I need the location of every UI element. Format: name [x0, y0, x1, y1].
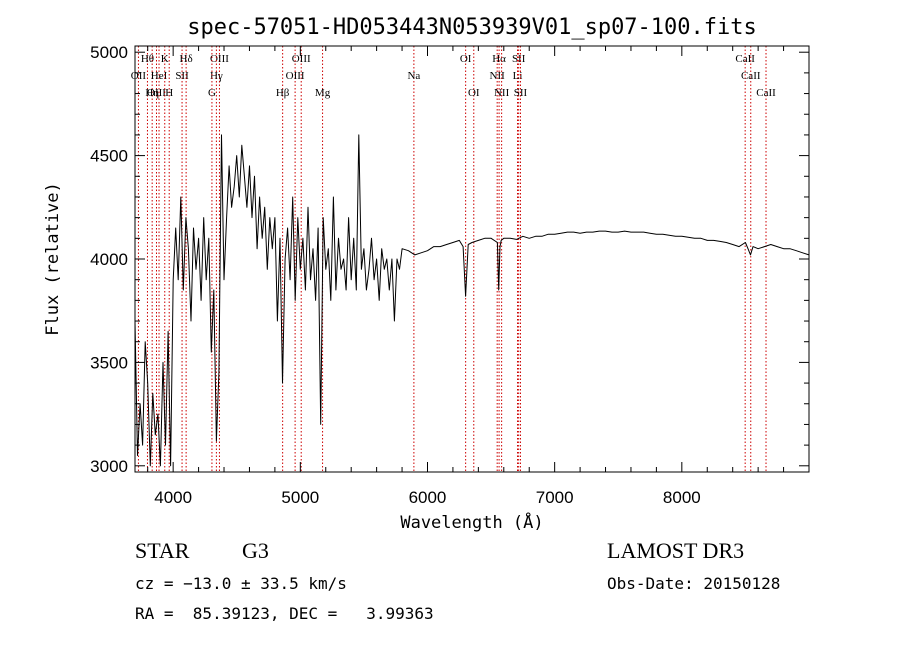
line-label-0: Hθ — [141, 53, 154, 65]
spectrum-line — [134, 134, 810, 467]
line-label-11: G — [208, 87, 216, 99]
x-axis: 4000 5000 6000 7000 8000 — [147, 46, 785, 507]
line-label-26: CaII — [741, 70, 761, 82]
line-label-25: CaII — [735, 53, 755, 65]
line-label-9: OIII — [210, 53, 229, 65]
survey-name: LAMOST DR3 — [607, 538, 745, 563]
line-label-13: OIII — [292, 53, 311, 65]
line-label-24: SII — [514, 87, 528, 99]
line-label-17: OI — [460, 53, 472, 65]
object-class: STAR — [135, 538, 190, 563]
line-label-16: Na — [407, 70, 420, 82]
y-tick-label-3000: 3000 — [90, 457, 128, 476]
line-label-22: SII — [512, 53, 526, 65]
line-label-14: OIII — [286, 70, 305, 82]
y-tick-label-3500: 3500 — [90, 353, 128, 372]
line-label-10: Hγ — [210, 70, 223, 82]
x-tick-label-7000: 7000 — [536, 488, 574, 507]
line-label-15: Mg — [315, 87, 331, 99]
line-label-1: OII — [131, 70, 147, 82]
plot-frame — [134, 45, 810, 473]
line-label-7: SII — [175, 70, 189, 82]
line-label-4: HeI — [151, 70, 168, 82]
line-label-18: OI — [468, 87, 480, 99]
x-tick-label-4000: 4000 — [154, 488, 192, 507]
line-label-8: Hδ — [180, 53, 193, 65]
chart-title: spec-57051-HD053443N053939V01_sp07-100.f… — [187, 15, 757, 40]
x-tick-label-6000: 6000 — [409, 488, 447, 507]
line-label-27: CaII — [756, 87, 776, 99]
line-label-19: Hα — [492, 53, 506, 65]
line-label-20: NII — [490, 70, 506, 82]
line-label-5: K — [161, 53, 169, 65]
line-label-3: Hη — [145, 87, 159, 99]
x-axis-label: Wavelength (Å) — [400, 511, 543, 533]
redshift-readout: cz = −13.0 ± 33.5 km/s — [135, 574, 347, 593]
x-tick-label-5000: 5000 — [281, 488, 319, 507]
y-axis-label: Flux (relative) — [43, 182, 63, 336]
line-label-6: H — [165, 87, 173, 99]
line-label-23: Li — [513, 70, 523, 82]
line-label-21: NII — [494, 87, 510, 99]
coordinates-readout: RA = 85.39123, DEC = 3.99363 — [135, 604, 434, 623]
x-tick-label-8000: 8000 — [663, 488, 701, 507]
y-axis: 3000 3500 4000 4500 5000 — [90, 43, 809, 476]
y-tick-label-4500: 4500 — [90, 147, 128, 166]
observation-date: Obs-Date: 20150128 — [607, 574, 781, 593]
y-tick-label-5000: 5000 — [90, 43, 128, 62]
line-label-12: Hβ — [276, 87, 290, 99]
spectrum-series — [134, 134, 810, 467]
y-tick-label-4000: 4000 — [90, 250, 128, 269]
object-subclass: G3 — [242, 538, 269, 563]
